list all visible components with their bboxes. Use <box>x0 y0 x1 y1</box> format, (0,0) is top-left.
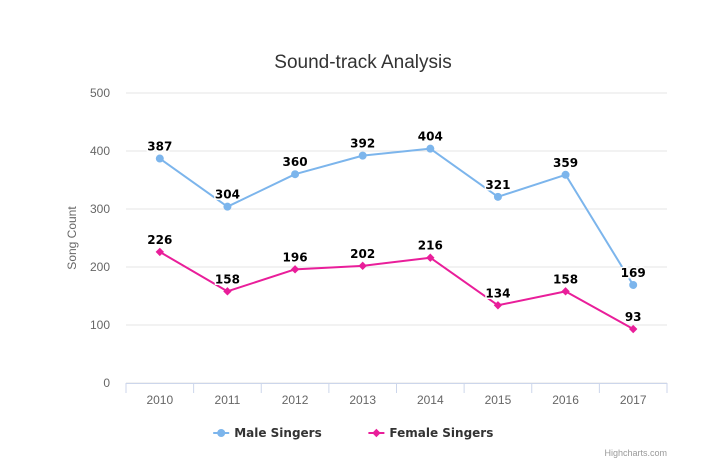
female-singers-point[interactable] <box>358 261 367 271</box>
male-singers-data-label: 169 <box>621 266 646 280</box>
y-tick-label: 0 <box>103 376 110 390</box>
legend-marker <box>217 429 226 437</box>
female-singers-point[interactable] <box>628 324 638 334</box>
male-singers-point[interactable] <box>561 170 570 179</box>
male-singers-series-line[interactable] <box>159 147 635 286</box>
male-singers-point[interactable] <box>629 280 638 289</box>
female-singers-data-label: 202 <box>350 247 375 261</box>
female-singers-data-label: 158 <box>553 272 578 286</box>
legend-label: Female Singers <box>389 426 493 440</box>
male-singers-data-label: 387 <box>147 140 172 154</box>
x-tick-label: 2014 <box>417 393 444 407</box>
credits-link[interactable]: Highcharts.com <box>604 448 667 458</box>
legend-item-female-singers[interactable]: Female Singers <box>368 426 493 440</box>
male-singers-point[interactable] <box>493 192 502 201</box>
legend-item-male-singers[interactable]: Male Singers <box>213 426 322 440</box>
male-singers-data-label: 321 <box>485 178 510 192</box>
y-tick-label: 400 <box>90 144 110 158</box>
y-axis-title: Song Count <box>65 206 79 270</box>
female-singers-point[interactable] <box>290 265 300 274</box>
x-tick-label: 2010 <box>146 393 173 407</box>
female-singers-data-label: 226 <box>147 233 172 247</box>
data-label-layer: 387 304 360 392 404 321 359 169 226 158 196 202 216 1… <box>146 128 647 325</box>
male-singers-data-label: 404 <box>418 130 443 144</box>
female-singers-data-label: 134 <box>485 286 510 300</box>
y-tick-label: 100 <box>90 318 110 332</box>
female-singers-data-label: 158 <box>215 272 240 286</box>
male-singers-data-label: 359 <box>553 156 578 170</box>
male-singers-data-label: 304 <box>215 188 240 202</box>
male-singers-data-label: 392 <box>350 137 375 151</box>
y-tick-label: 200 <box>90 260 110 274</box>
x-tick-label: 2015 <box>485 393 512 407</box>
x-tick-label: 2016 <box>552 393 579 407</box>
female-singers-point[interactable] <box>561 287 570 296</box>
legend-label: Male Singers <box>234 426 322 440</box>
male-singers-point[interactable] <box>291 170 300 179</box>
female-singers-data-label: 93 <box>625 310 642 324</box>
chart-title: Sound-track Analysis <box>274 52 451 73</box>
female-singers-point[interactable] <box>493 301 503 310</box>
male-singers-point[interactable] <box>358 151 367 160</box>
grid-layer: 0 100 200 300 400 500 <box>90 86 667 390</box>
legend[interactable]: Male Singers Female Singers <box>213 426 493 440</box>
y-tick-label: 500 <box>90 86 110 100</box>
female-singers-point[interactable] <box>426 253 435 262</box>
female-singers-point[interactable] <box>155 247 165 257</box>
male-singers-point[interactable] <box>223 202 232 211</box>
series-layer <box>155 144 638 334</box>
x-axis: 2010 2011 2012 2013 2014 2015 2016 2017 <box>125 383 668 407</box>
y-tick-label: 300 <box>90 202 110 216</box>
x-tick-label: 2017 <box>620 393 647 407</box>
x-tick-label: 2012 <box>282 393 309 407</box>
female-singers-data-label: 196 <box>283 250 308 264</box>
female-singers-point[interactable] <box>223 287 232 296</box>
female-singers-series-line[interactable] <box>159 251 634 330</box>
legend-marker <box>372 428 381 438</box>
male-singers-point[interactable] <box>155 154 164 163</box>
female-singers-data-label: 216 <box>418 239 443 253</box>
male-singers-point[interactable] <box>426 144 435 153</box>
x-tick-label: 2011 <box>215 393 241 407</box>
male-singers-data-label: 360 <box>283 155 308 169</box>
x-tick-label: 2013 <box>349 393 376 407</box>
